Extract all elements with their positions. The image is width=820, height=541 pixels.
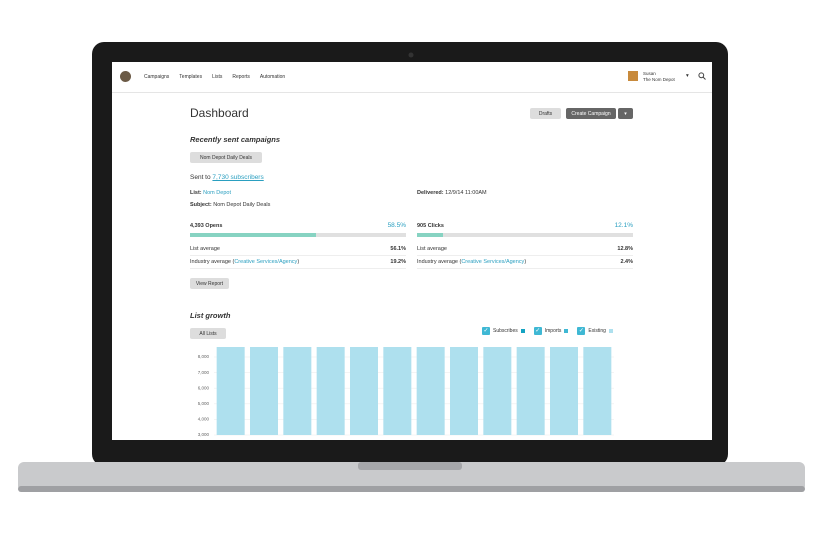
bar-segment xyxy=(516,347,545,435)
industry-link[interactable]: Creative Services/Agency xyxy=(234,259,298,265)
stat-label: 905 Clicks xyxy=(417,223,444,229)
legend-label: Subscribes xyxy=(493,328,518,334)
delivered-label: Delivered: xyxy=(417,190,444,196)
list-average-label: List average xyxy=(417,246,447,252)
legend-swatch xyxy=(564,329,569,333)
lists-dropdown[interactable]: All Lists xyxy=(190,328,226,339)
list-average: 56.1% xyxy=(390,246,406,252)
bar-segment xyxy=(283,347,312,435)
delivered-value: 12/9/14 11:00AM xyxy=(445,190,487,196)
legend-label: Imports xyxy=(544,328,562,334)
nav-item[interactable]: Templates xyxy=(179,74,203,80)
nav-bar: Campaigns Templates Lists Reports Automation… xyxy=(112,62,712,93)
camera xyxy=(408,52,414,58)
nav-items: Campaigns Templates Lists Reports Automation xyxy=(144,74,285,80)
base xyxy=(18,462,805,492)
bar-segment xyxy=(316,347,345,435)
y-tick-label: 3,000 xyxy=(198,432,210,437)
stat-label: 4,393 Opens xyxy=(190,223,223,229)
divider xyxy=(417,255,633,256)
bar-segment xyxy=(383,347,412,435)
divider xyxy=(417,268,633,269)
progress-track xyxy=(190,233,406,237)
sent-count[interactable]: 7,730 subscribers xyxy=(212,174,264,181)
nav-item[interactable]: Reports xyxy=(232,74,250,80)
legend-item[interactable]: ✓ Imports xyxy=(533,327,569,335)
drafts-button[interactable]: Drafts xyxy=(530,108,561,119)
logo[interactable] xyxy=(120,71,131,82)
legend-swatch xyxy=(520,329,525,333)
bar-segment xyxy=(550,347,578,435)
y-tick-label: 8,000 xyxy=(198,354,210,359)
industry-average: 19.2% xyxy=(390,259,406,265)
divider xyxy=(190,255,406,256)
legend-label: Existing xyxy=(588,328,606,334)
stat-rate: 12.1% xyxy=(614,222,633,229)
legend: ✓ Subscribes ✓ Imports ✓ Existing xyxy=(482,327,613,335)
industry-line: Industry average (Creative Services/Agen… xyxy=(417,259,526,265)
stat-rate: 58.5% xyxy=(387,222,406,229)
bar-segment xyxy=(483,347,512,435)
industry-close: ) xyxy=(297,259,300,265)
divider xyxy=(190,268,406,269)
bar-segment xyxy=(416,347,445,435)
bar-segment xyxy=(450,347,478,435)
progress-fill xyxy=(417,233,444,237)
legend-item[interactable]: ✓ Existing xyxy=(577,327,613,335)
campaign-dropdown[interactable]: Nom Depot Daily Deals xyxy=(190,152,262,163)
page-title: Dashboard xyxy=(190,106,249,120)
view-report-button[interactable]: View Report xyxy=(190,278,229,289)
base-edge xyxy=(18,486,805,492)
sent-to: Sent to 7,730 subscribers xyxy=(190,174,264,181)
chart: 3,000 4,000 5,000 6,000 7,000 8,000 xyxy=(198,347,614,437)
industry-label: Industry average ( xyxy=(190,259,235,265)
list-growth-heading: List growth xyxy=(190,311,231,320)
legend-swatch xyxy=(608,329,613,333)
y-tick-label: 6,000 xyxy=(198,385,210,390)
list-label: List: xyxy=(190,190,202,196)
subject-label: Subject: xyxy=(190,202,212,208)
y-tick-label: 4,000 xyxy=(198,417,210,422)
subject-line: Subject: Nom Depot Daily Deals xyxy=(190,202,270,208)
progress-track xyxy=(417,233,633,237)
industry-label: Industry average ( xyxy=(417,259,462,265)
bar-segment xyxy=(583,347,612,435)
bar-segment xyxy=(216,347,245,435)
legend-checkbox: ✓ xyxy=(482,327,490,335)
subject-value: Nom Depot Daily Deals xyxy=(213,202,271,208)
section-heading: Recently sent campaigns xyxy=(190,135,281,144)
industry-close: ) xyxy=(524,259,527,265)
notch xyxy=(358,462,462,470)
sent-prefix: Sent to xyxy=(190,174,211,181)
delivered-line: Delivered: 12/9/14 11:00AM xyxy=(417,190,487,196)
user-org: The Nom Depot xyxy=(643,77,675,82)
create-menu[interactable]: ▾ xyxy=(618,108,633,119)
industry-link[interactable]: Creative Services/Agency xyxy=(461,259,525,265)
nav-item[interactable]: Campaigns xyxy=(144,74,170,80)
legend-checkbox: ✓ xyxy=(533,327,542,335)
nav-item[interactable]: Automation xyxy=(259,74,286,80)
avatar xyxy=(628,71,638,81)
legend-item[interactable]: ✓ Subscribes xyxy=(482,327,525,335)
user-name[interactable]: Susan xyxy=(643,71,656,76)
industry-average: 2.4% xyxy=(620,259,633,265)
list-average-label: List average xyxy=(190,246,220,252)
y-tick-label: 5,000 xyxy=(198,401,210,406)
screen: Campaigns Templates Lists Reports Automation… xyxy=(112,62,712,440)
list-average: 12.8% xyxy=(617,246,633,252)
bar-segment xyxy=(250,347,278,435)
list-line: List: Nom Depot xyxy=(190,190,231,196)
create-button[interactable]: Create Campaign xyxy=(566,108,616,119)
y-tick-label: 7,000 xyxy=(198,370,210,375)
list-value[interactable]: Nom Depot xyxy=(203,190,231,196)
search-icon[interactable] xyxy=(698,72,706,80)
industry-line: Industry average (Creative Services/Agen… xyxy=(190,259,299,265)
nav-item[interactable]: Lists xyxy=(212,74,223,80)
bar-segment xyxy=(350,347,378,435)
user-caret[interactable]: ▾ xyxy=(686,73,689,79)
progress-fill xyxy=(190,233,317,237)
legend-checkbox: ✓ xyxy=(577,327,586,335)
